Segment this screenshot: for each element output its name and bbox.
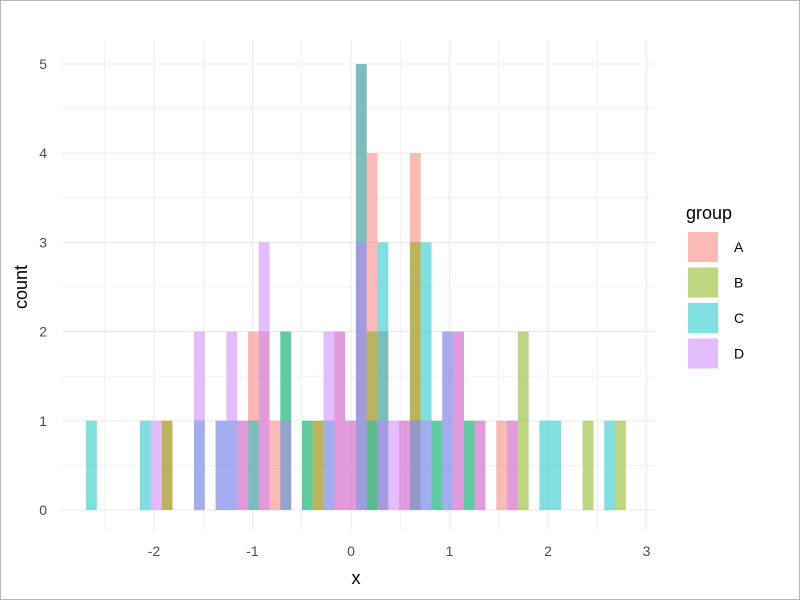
bar-D [193,331,205,510]
bar-B [161,420,173,510]
bar-D [323,331,335,510]
bar-D [345,420,356,510]
bar-D [150,420,162,510]
bar-D [334,331,346,510]
bar-D [420,420,432,510]
y-tick-label: 1 [39,413,47,429]
y-tick-label: 2 [39,324,47,340]
bar-C [301,420,313,510]
bar-A [269,420,281,510]
bar-C [604,420,616,510]
bars [86,64,626,510]
x-tick-label: 0 [347,543,355,559]
bar-D [355,242,367,510]
bar-D [474,420,486,510]
bar-C [247,420,259,510]
legend-key-B [688,267,718,298]
y-axis-label: count [11,265,31,309]
y-tick-label: 0 [39,502,47,518]
bar-B [312,420,324,510]
bar-C [431,420,443,510]
bar-D [442,331,454,510]
y-tick-label: 4 [39,145,47,161]
bar-C [463,420,475,510]
bar-A [496,420,508,510]
legend-key-A [688,232,718,262]
bar-B [615,420,626,510]
bar-B [409,242,421,510]
legend-label-D: D [734,346,744,362]
bar-D [237,420,248,510]
bar-D [280,420,292,510]
bar-D [226,331,238,510]
bar-D [399,420,410,510]
legend-title: group [686,203,732,223]
bar-D [453,331,464,510]
bar-C [86,420,97,510]
legend-label-C: C [734,310,744,326]
bar-C [550,420,562,510]
x-tick-label: 1 [446,543,454,559]
bar-B [517,331,529,510]
bar-C [140,420,151,510]
y-tick-label: 3 [39,234,47,250]
y-tick-label: 5 [39,56,47,72]
x-tick-label: -1 [246,543,259,559]
bar-C [377,242,389,510]
x-tick-label: -2 [148,543,161,559]
bar-A [366,153,378,510]
y-axis-ticks: 0 1 2 3 4 5 [39,56,47,518]
bar-D [377,420,389,510]
bar-D [388,420,400,510]
legend: group A B C D [686,203,744,369]
legend-key-D [688,338,718,369]
bar-C [420,242,432,510]
bar-D [409,420,421,510]
bar-D [507,420,518,510]
bar-D [215,420,227,510]
x-tick-label: 3 [643,543,651,559]
bar-C [539,420,551,510]
legend-label-B: B [734,275,743,291]
legend-label-A: A [734,239,744,255]
bar-B [582,420,594,510]
x-tick-label: 2 [544,543,552,559]
bar-D [258,242,270,510]
legend-key-C [688,303,718,333]
x-axis-label: x [352,568,361,588]
x-axis-ticks: -2 -1 0 1 2 3 [148,543,651,559]
bar-C [366,420,378,510]
